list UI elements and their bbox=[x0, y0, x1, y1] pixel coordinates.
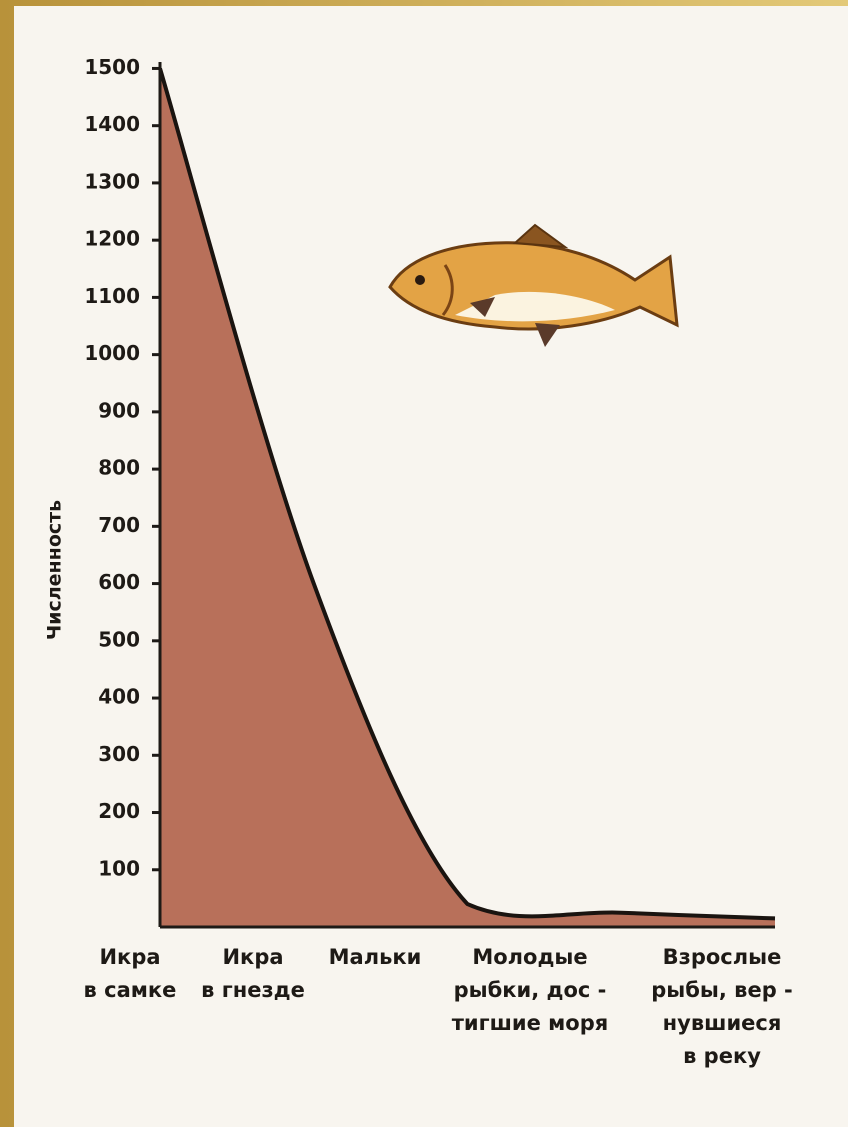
page: Численность 100 200 300 400 500 600 700 800 900 1… bbox=[0, 0, 848, 1127]
y-axis-title: Численность bbox=[44, 500, 66, 640]
y-tick-label: 400 bbox=[98, 685, 140, 709]
y-tick-label: 1400 bbox=[84, 112, 140, 136]
y-tick-label: 800 bbox=[98, 456, 140, 480]
chart: Численность 100 200 300 400 500 600 700 800 900 1… bbox=[0, 0, 848, 1127]
y-tick-label: 100 bbox=[98, 856, 140, 880]
y-tick-label: 900 bbox=[98, 398, 140, 422]
y-tick-label: 300 bbox=[98, 742, 140, 766]
y-tick-label: 1000 bbox=[84, 341, 140, 365]
y-tick-label: 1300 bbox=[84, 169, 140, 193]
y-tick-label: 1200 bbox=[84, 227, 140, 251]
y-tick-label: 200 bbox=[98, 799, 140, 823]
y-tick-label: 1500 bbox=[84, 55, 140, 79]
y-tick-label: 600 bbox=[98, 570, 140, 594]
y-tick-label: 1100 bbox=[84, 284, 140, 308]
x-tick-label: Мальки bbox=[329, 945, 422, 969]
y-tick-label: 700 bbox=[98, 513, 140, 537]
y-tick-label: 500 bbox=[98, 627, 140, 651]
